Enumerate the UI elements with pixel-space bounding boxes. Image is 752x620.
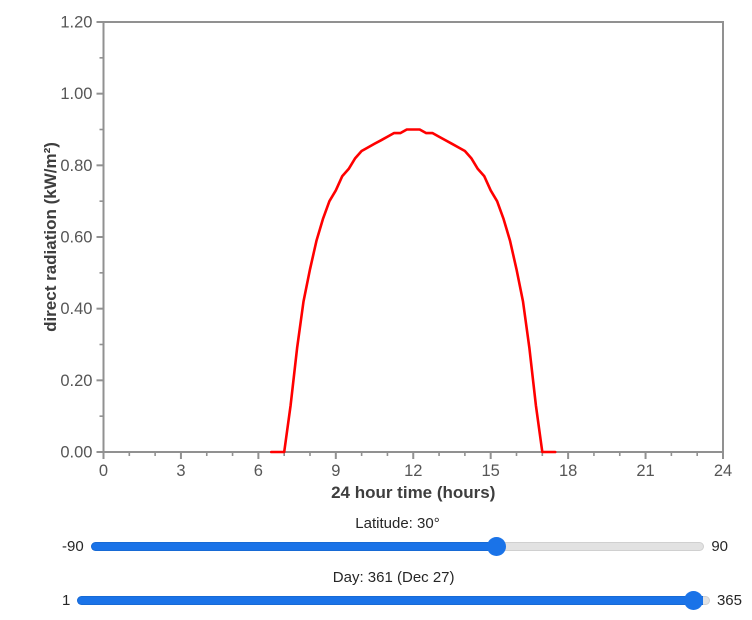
day-label: Day: 361 (Dec 27) <box>332 569 455 586</box>
y-tick-label: 0.80 <box>60 157 92 175</box>
y-tick-label: 0.60 <box>60 229 92 247</box>
y-tick-label: 1.00 <box>60 85 92 103</box>
y-tick-label: 0.00 <box>60 444 92 462</box>
latitude-slider[interactable] <box>90 537 705 556</box>
x-tick-label: 15 <box>482 462 500 480</box>
y-axis-title: direct radiation (kW/m²) <box>41 142 60 332</box>
radiation-curve <box>269 128 557 454</box>
x-tick-label: 24 <box>714 462 732 480</box>
x-tick-label: 21 <box>636 462 654 480</box>
latitude-min-label: -90 <box>62 538 84 555</box>
plot-frame <box>102 21 724 453</box>
day-max-label: 365 <box>716 592 742 609</box>
x-tick-label: 9 <box>331 462 340 480</box>
y-tick-label: 1.20 <box>60 14 92 32</box>
day-slider[interactable] <box>77 591 710 610</box>
x-tick-label: 3 <box>176 462 185 480</box>
x-axis-title: 24 hour time (hours) <box>331 483 495 502</box>
day-control: Day: 361 (Dec 27) 1 365 <box>62 569 742 610</box>
day-min-label: 1 <box>62 592 71 609</box>
latitude-max-label: 90 <box>711 538 728 555</box>
y-tick-label: 0.40 <box>60 300 92 318</box>
y-tick-label: 0.20 <box>60 372 92 390</box>
x-tick-label: 12 <box>404 462 422 480</box>
x-tick-label: 6 <box>254 462 263 480</box>
latitude-control: Latitude: 30° -90 90 <box>62 515 728 556</box>
latitude-label: Latitude: 30° <box>355 515 440 532</box>
x-tick-label: 0 <box>99 462 108 480</box>
x-tick-label: 18 <box>559 462 577 480</box>
radiation-chart: 0 3 6 9 12 15 18 21 24 0.00 0.20 0.40 0.60 0.80 1.00 1.… <box>41 14 732 503</box>
